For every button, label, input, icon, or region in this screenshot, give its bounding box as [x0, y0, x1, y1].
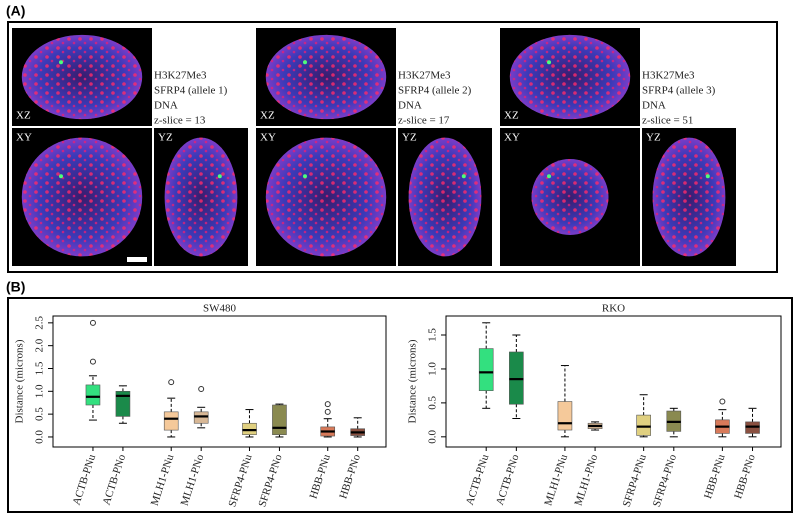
x-tick-label: SFRP4-PNo [256, 453, 284, 509]
heterochromatin [265, 34, 387, 120]
y-tick-label: 0.0 [34, 430, 46, 444]
box [163, 411, 179, 431]
outlier [89, 358, 96, 365]
view-label: XY [16, 132, 32, 144]
view-label: XZ [504, 110, 519, 122]
y-tick-label: 0.5 [427, 396, 439, 410]
view-label: YZ [646, 132, 661, 144]
probe-spot [303, 174, 307, 179]
box [272, 404, 287, 435]
probe-spot [705, 174, 710, 179]
boxes: ACTB-PNu ACTB-PNo MLH1-PNu MLH1-PNo SFRP4-PN… [71, 319, 365, 509]
boxes: ACTB-PNu ACTB-PNo MLH1-PNu MLH1-PNo SFRP4-PN… [464, 322, 760, 509]
box [85, 384, 101, 406]
x-tick-label: SFRP4-PNu [621, 453, 649, 509]
outlier [719, 398, 726, 405]
outlier [324, 408, 331, 415]
box [557, 401, 573, 431]
legend-text: z-slice = 13 [154, 115, 206, 127]
probe-spot [217, 174, 222, 179]
heterochromatin [531, 159, 609, 235]
y-tick-label: 1.0 [427, 362, 439, 376]
y-tick-label: 1.5 [34, 361, 46, 375]
outlier [89, 319, 96, 326]
heterochromatin [408, 137, 482, 257]
probe-spot [461, 174, 466, 179]
probe-spot [303, 60, 307, 65]
heterochromatin [164, 137, 238, 257]
box [193, 411, 209, 424]
view-label: XY [260, 132, 276, 144]
probe-spot [59, 174, 63, 179]
chart-title: SW480 [203, 303, 237, 315]
view-label: YZ [158, 132, 173, 144]
y-tick-label: 2.5 [34, 315, 46, 329]
legend-text: SFRP4 (allele 1) [154, 85, 228, 97]
y-axis-label: Distance (microns) [407, 339, 419, 423]
legend-text: DNA [398, 100, 422, 112]
heterochromatin [652, 137, 726, 257]
outlier [324, 401, 331, 408]
x-tick-label: HBB-PNu [702, 453, 728, 501]
y-tick-label: 0.0 [427, 429, 439, 443]
view-label: YZ [402, 132, 417, 144]
x-tick-label: HBB-PNu [307, 453, 333, 501]
panel-label: (B) [6, 279, 25, 295]
probe-spot [547, 174, 551, 179]
plot-frame [445, 315, 782, 448]
y-tick-label: 1.5 [427, 328, 439, 342]
heterochromatin [265, 137, 387, 257]
x-tick-label: HBB-PNo [337, 453, 363, 501]
legend-text: H3K27Me3 [398, 70, 451, 82]
x-tick-label: ACTB-PNo [101, 453, 129, 507]
heterochromatin [509, 34, 631, 120]
x-tick-label: HBB-PNo [732, 453, 758, 501]
x-tick-label: MLH1-PNu [542, 453, 570, 508]
box [478, 348, 494, 391]
view-label: XZ [260, 110, 275, 122]
x-tick-label: SFRP4-PNo [651, 453, 679, 509]
legend-text: z-slice = 17 [398, 115, 450, 127]
box [636, 414, 651, 436]
chart-title: RKO [602, 303, 625, 315]
plot-frame [52, 315, 387, 448]
panel-b-frame [7, 297, 793, 513]
y-axis-label: Distance (microns) [14, 339, 26, 423]
y-tick-label: 0.5 [34, 407, 46, 421]
legend-text: DNA [154, 100, 178, 112]
heterochromatin [21, 137, 143, 257]
x-tick-label: MLH1-PNo [572, 453, 600, 508]
legend-text: H3K27Me3 [642, 70, 695, 82]
x-tick-label: MLH1-PNu [149, 453, 177, 508]
legend-text: H3K27Me3 [154, 70, 207, 82]
y-tick-label: 1.0 [34, 384, 46, 398]
box [115, 391, 131, 417]
view-label: XY [504, 132, 520, 144]
y-tick-label: 2.0 [34, 338, 46, 352]
legend-text: SFRP4 (allele 2) [398, 85, 472, 97]
probe-spot [547, 60, 551, 65]
outlier [168, 379, 175, 386]
probe-spot [59, 60, 63, 65]
x-tick-label: SFRP4-PNu [227, 453, 255, 509]
heterochromatin [21, 34, 143, 120]
legend-text: z-slice = 51 [642, 115, 693, 127]
outlier [198, 386, 205, 393]
box [242, 422, 257, 435]
panel-a-frame [7, 21, 778, 273]
scale-bar [127, 257, 147, 262]
x-tick-label: ACTB-PNu [464, 453, 492, 507]
view-label: XZ [16, 110, 31, 122]
panel-label: (A) [6, 3, 25, 19]
x-tick-label: MLH1-PNo [179, 453, 207, 508]
legend-text: SFRP4 (allele 3) [642, 85, 716, 97]
x-tick-label: ACTB-PNo [494, 453, 522, 507]
legend-text: DNA [642, 100, 666, 112]
x-tick-label: ACTB-PNu [71, 453, 99, 507]
